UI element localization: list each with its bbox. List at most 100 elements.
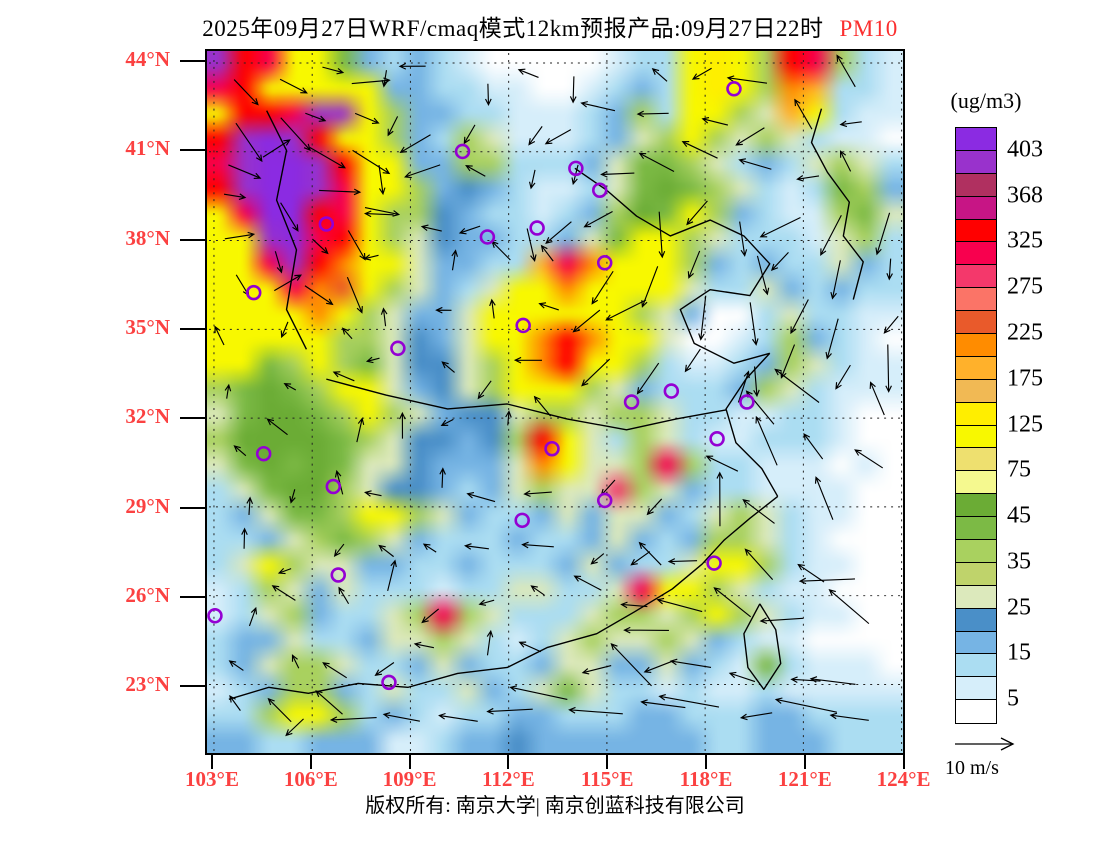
wind-arrow [477,380,492,400]
wind-arrow [530,585,545,596]
wind-arrow [380,307,388,327]
wind-arrow [518,641,542,653]
legend-tick-label: 175 [1007,365,1043,392]
wind-arrow [591,270,614,305]
wind-arrow [378,164,386,196]
legend-color-box [955,401,997,427]
wind-arrow [463,124,476,145]
coastline [326,378,727,431]
city-marker [623,394,640,410]
wind-arrow [363,490,382,497]
wind-arrow [365,356,380,364]
lat-tick [180,149,205,152]
wind-arrow [572,309,601,333]
lon-axis-label: 106°E [283,767,338,791]
lon-tick [408,755,411,769]
city-marker [596,255,613,271]
wind-arrow [646,498,663,516]
city-marker [663,383,680,399]
wind-arrow [794,98,813,130]
city-marker [381,674,397,691]
wind-arrow [224,231,256,240]
wind-arrow [381,70,389,88]
city-marker [709,431,725,447]
wind-arrow [319,188,362,196]
lon-tick [902,755,905,769]
wind-arrow [780,344,796,379]
wind-arrow [352,149,391,175]
wind-arrow [315,690,343,715]
legend-units-label: (ug/m3) [950,88,1022,113]
legend-colorbar [955,127,997,724]
wind-arrow [274,274,302,292]
wind-arrow [538,302,559,311]
wind-arrow [545,221,572,244]
wind-arrow [399,411,406,439]
lat-tick [180,417,205,420]
wind-arrow [636,110,669,118]
wind-arrow [332,371,355,382]
wind-arrow [338,586,350,605]
legend-tick-label: 275 [1007,273,1043,300]
legend-color-box [955,378,997,404]
lon-tick [803,755,806,769]
wind-arrow [223,193,247,201]
city-marker [529,220,545,236]
legend-tick-label: 15 [1007,639,1031,666]
city-marker [515,317,531,334]
wind-arrow [305,112,327,122]
lat-tick [180,685,205,688]
wind-arrow [341,327,353,340]
city-marker [591,182,608,198]
wind-arrow [322,66,345,75]
wind-arrow [658,211,666,259]
wind-arrow [517,68,539,78]
wind-arrow [262,139,291,158]
lon-axis-label: 103°E [185,767,239,791]
wind-arrow [509,685,568,701]
lon-tick [211,755,213,769]
wind-arrow [280,321,289,339]
coastline [725,352,779,497]
city-marker [454,143,471,160]
lat-tick [180,506,205,509]
legend-color-box [955,127,997,152]
legend-tick-label: 45 [1007,502,1031,529]
wind-arrow [347,230,366,261]
legend-color-box [955,355,997,381]
wind-arrow [713,587,752,618]
lat-axis-label: 29°N [125,493,170,518]
wind-arrow [630,551,651,566]
wind-arrow [291,654,300,669]
wind-arrow [363,254,379,261]
lat-tick [180,238,205,241]
wind-arrow [836,54,856,88]
pm10-concentration-field [207,51,903,753]
wind-arrow [755,415,778,466]
wind-arrow [569,76,577,104]
wind-arrow [521,541,554,549]
wind-arrow [404,164,441,179]
wind-arrow [684,348,701,373]
lat-axis-label: 44°N [125,47,170,71]
wind-arrow [484,83,492,107]
wind-arrow [322,662,348,679]
map-frame [205,49,905,755]
city-marker [544,440,560,457]
wind-arrow [280,202,299,232]
city-marker [390,340,406,357]
wind-arrow [681,141,718,159]
copyright-footer: 版权所有: 南京大学| 南京创蓝科技有限公司 [365,795,745,817]
wind-arrow [540,244,554,262]
wind-arrow [356,417,365,443]
wind-arrow [790,676,821,683]
wind-arrow [489,298,496,319]
city-marker [207,608,223,624]
legend-color-box [955,241,997,266]
wind-arrow [513,356,542,364]
wind-arrow [640,699,686,709]
wind-arrow [839,150,852,172]
city-marker [330,567,347,583]
wind-arrow [271,585,296,601]
legend-tick-label: 35 [1007,548,1031,575]
